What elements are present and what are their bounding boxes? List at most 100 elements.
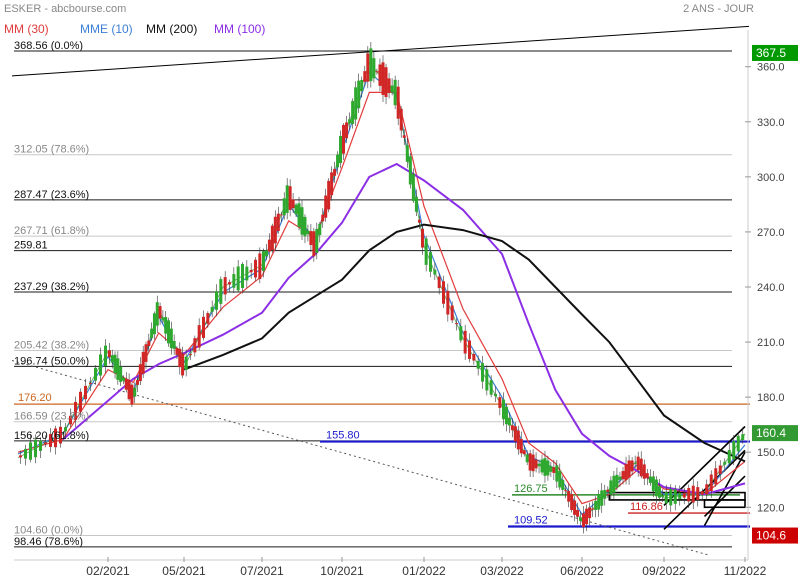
candle <box>573 500 577 515</box>
candle <box>657 486 661 498</box>
fib-label: 98.46 (78.6%) <box>14 536 83 548</box>
candle <box>654 479 658 497</box>
candle <box>189 354 192 356</box>
candle <box>660 495 664 497</box>
candle <box>285 185 289 213</box>
candle <box>175 348 179 355</box>
candle <box>555 465 559 482</box>
candle <box>113 354 117 374</box>
price-line <box>17 62 746 523</box>
last-price-marker-label: 160.4 <box>756 426 786 440</box>
candle <box>636 456 640 471</box>
candle <box>59 426 62 444</box>
candle <box>24 448 27 459</box>
candle <box>540 459 544 473</box>
ma-line <box>62 162 746 496</box>
candle <box>519 438 523 454</box>
candle <box>606 489 610 492</box>
candle <box>150 328 154 339</box>
fib-label: 259.81 <box>14 240 48 252</box>
candle <box>202 316 205 338</box>
channel-line <box>703 475 746 518</box>
candle <box>79 391 82 412</box>
candle <box>489 380 493 395</box>
y-tick-label: 240.0 <box>757 282 785 294</box>
low-marker-label: 104.6 <box>756 529 786 543</box>
candle <box>682 493 686 498</box>
candle <box>291 199 295 209</box>
candle <box>411 173 415 201</box>
candle <box>442 281 445 304</box>
candle <box>705 484 709 495</box>
level-label: 176.20 <box>18 392 52 404</box>
candle <box>152 313 156 335</box>
candle <box>727 449 731 464</box>
candle <box>594 500 598 511</box>
candle <box>158 306 162 319</box>
candle <box>315 229 319 253</box>
candle <box>357 80 361 109</box>
candle <box>354 87 358 120</box>
candle <box>210 306 214 312</box>
candle <box>558 470 562 488</box>
candle <box>600 490 604 506</box>
level-label: 109.52 <box>514 515 548 527</box>
candle <box>130 384 134 405</box>
y-tick-label: 300.0 <box>757 172 785 184</box>
candle <box>561 479 565 490</box>
candle <box>133 387 137 397</box>
candle <box>669 489 673 506</box>
candle <box>618 476 622 480</box>
candle <box>459 326 463 341</box>
candle <box>309 231 313 246</box>
x-tick-label: 01/2022 <box>402 564 446 578</box>
candle <box>446 290 450 315</box>
chart-period: 2 ANS - JOUR <box>683 3 754 15</box>
candle <box>582 513 586 527</box>
candle <box>741 434 745 441</box>
candle <box>94 367 97 381</box>
candle <box>223 277 227 295</box>
candle <box>494 393 497 397</box>
level-label: 126.75 <box>514 483 548 495</box>
trend-line <box>11 25 750 77</box>
candle <box>336 154 340 168</box>
candle <box>276 213 280 232</box>
candle <box>136 380 140 385</box>
candle <box>498 397 502 408</box>
candle <box>288 186 292 210</box>
candle <box>627 460 631 478</box>
candle <box>417 219 421 223</box>
candle <box>700 491 704 495</box>
candle <box>193 338 197 353</box>
candle <box>241 263 244 288</box>
legend-mm200: MM (200) <box>146 22 198 36</box>
candle <box>261 251 265 272</box>
candle <box>609 480 613 495</box>
legend-mm100: MM (100) <box>214 22 266 36</box>
candle <box>424 238 428 265</box>
candle <box>522 450 526 455</box>
candle <box>264 250 268 257</box>
legend-mme10: MME (10) <box>80 22 133 36</box>
candle <box>181 353 185 376</box>
candle <box>472 353 476 361</box>
candle <box>528 453 532 471</box>
candle <box>333 168 337 176</box>
fib-label: 237.29 (38.2%) <box>14 281 89 293</box>
candle <box>318 223 322 236</box>
candle <box>363 71 367 82</box>
candle <box>258 253 262 279</box>
candle <box>433 269 437 275</box>
candle <box>543 458 547 476</box>
candle <box>510 425 514 431</box>
candle <box>104 345 107 367</box>
candle <box>372 58 376 79</box>
candle <box>378 64 382 86</box>
y-tick-label: 120.0 <box>757 502 785 514</box>
candle <box>399 108 403 131</box>
range-box <box>703 499 746 509</box>
candle <box>531 454 535 472</box>
candle <box>468 340 471 359</box>
